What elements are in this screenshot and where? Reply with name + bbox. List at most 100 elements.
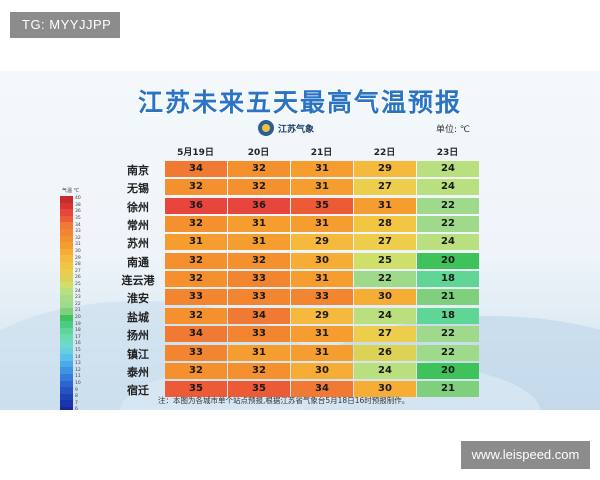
website-watermark: www.leispeed.com	[461, 441, 590, 469]
city-label: 徐州	[127, 200, 149, 214]
scale-swatch	[60, 360, 73, 368]
scale-swatch	[60, 407, 73, 410]
temperature-cell: 32	[165, 216, 227, 233]
page-title: 江苏未来五天最高气温预报	[137, 88, 462, 117]
scale-step: 8	[60, 393, 82, 401]
temperature-cell: 25	[354, 252, 416, 269]
scale-step: 27	[60, 268, 82, 276]
scale-label: 38	[75, 202, 81, 208]
temperature-cell: 20	[417, 252, 479, 269]
scale-swatch	[60, 228, 73, 236]
scale-step: 38	[60, 202, 82, 210]
temperature-cell: 27	[354, 179, 416, 196]
date-header: 23日	[436, 148, 459, 158]
temperature-cell: 32	[228, 252, 290, 269]
logo-text: 江苏气象	[278, 124, 315, 135]
scale-step: 13	[60, 360, 82, 368]
scale-label: 32	[75, 235, 81, 241]
city-label: 宿迁	[127, 384, 149, 398]
temperature-cell: 32	[228, 161, 290, 177]
temperature-cell: 31	[291, 216, 353, 233]
scale-swatch	[60, 242, 73, 249]
temperature-cell: 32	[165, 307, 227, 324]
scale-step: 23	[60, 294, 82, 302]
scale-label: 19	[75, 321, 81, 327]
temperature-cell: 32	[165, 362, 227, 379]
scale-label: 13	[75, 361, 81, 367]
scale-label: 23	[75, 295, 81, 301]
temperature-cell: 30	[291, 252, 353, 269]
temperature-color-scale: 40 38 36 35 34 33 32 31 30 29 28 27 26 25 24 23 22 21 20 19…	[60, 196, 82, 410]
temperature-cell: 31	[165, 234, 227, 251]
scale-swatch	[60, 334, 73, 342]
scale-label: 24	[75, 288, 81, 294]
color-scale-unit: 气温 ℃	[62, 188, 80, 194]
temperature-cell: 35	[291, 197, 353, 214]
scale-swatch	[60, 294, 73, 302]
temperature-cell: 34	[291, 381, 353, 398]
scale-step: 17	[60, 334, 82, 342]
temperature-cell: 31	[228, 344, 290, 361]
weather-logo-icon	[258, 120, 274, 136]
temperature-cell: 32	[228, 179, 290, 196]
scale-step: 28	[60, 261, 82, 269]
scale-swatch	[60, 275, 73, 282]
scale-swatch	[60, 248, 73, 256]
jiangsu-weather-logo: 江苏气象	[258, 118, 314, 138]
scale-label: 22	[75, 301, 81, 307]
scale-swatch	[60, 314, 73, 322]
scale-swatch	[60, 341, 73, 348]
scale-label: 33	[75, 229, 81, 235]
scale-step: 9	[60, 387, 82, 394]
scale-label: 25	[75, 282, 81, 288]
date-header: 21日	[310, 148, 333, 158]
temperature-cell: 21	[417, 381, 479, 398]
scale-label: 21	[75, 308, 81, 314]
temperature-cell: 24	[354, 362, 416, 379]
scale-swatch	[60, 209, 73, 216]
temperature-cell: 35	[165, 381, 227, 398]
city-label: 盐城	[127, 310, 149, 324]
scale-step: 16	[60, 341, 82, 348]
temperature-cell: 31	[291, 161, 353, 177]
city-label: 镇江	[127, 347, 149, 361]
scale-label: 29	[75, 255, 81, 261]
scale-step: 24	[60, 288, 82, 295]
scale-label: 9	[75, 387, 78, 393]
temperature-cell: 31	[354, 197, 416, 214]
temperature-cell: 24	[417, 234, 479, 251]
temperature-cell: 30	[291, 362, 353, 379]
temperature-cell: 24	[417, 161, 479, 177]
temperature-cell: 24	[417, 179, 479, 196]
city-label: 无锡	[127, 182, 149, 196]
scale-label: 34	[75, 222, 81, 228]
scale-label: 11	[75, 374, 81, 380]
scale-label: 8	[75, 394, 78, 400]
temperature-cell: 34	[165, 326, 227, 343]
temperature-cell: 31	[228, 216, 290, 233]
scale-swatch	[60, 308, 73, 315]
scale-step: 11	[60, 374, 82, 381]
temperature-cell: 22	[354, 271, 416, 288]
scale-label: 17	[75, 334, 81, 340]
scale-swatch	[60, 196, 73, 203]
scale-step: 20	[60, 314, 82, 322]
scale-label: 12	[75, 367, 81, 373]
scale-step: 22	[60, 301, 82, 309]
temperature-cell: 22	[417, 326, 479, 343]
watermark-tag: TG: MYYJJPP	[10, 12, 120, 38]
scale-label: 18	[75, 328, 81, 334]
scale-label: 15	[75, 347, 81, 353]
temperature-cell: 31	[291, 179, 353, 196]
temperature-cell: 26	[354, 344, 416, 361]
scale-label: 20	[75, 314, 81, 320]
temperature-cell: 33	[228, 289, 290, 306]
scale-swatch	[60, 261, 73, 269]
city-label: 常州	[127, 219, 149, 233]
temperature-cell: 34	[165, 161, 227, 177]
scale-step: 12	[60, 367, 82, 375]
temperature-cell: 32	[165, 271, 227, 288]
temperature-cell: 34	[228, 307, 290, 324]
temperature-cell: 28	[354, 216, 416, 233]
footnote: 注：本图为各城市单个站点预报,根据江苏省气象台5月18日16时预报制作。	[158, 396, 410, 405]
